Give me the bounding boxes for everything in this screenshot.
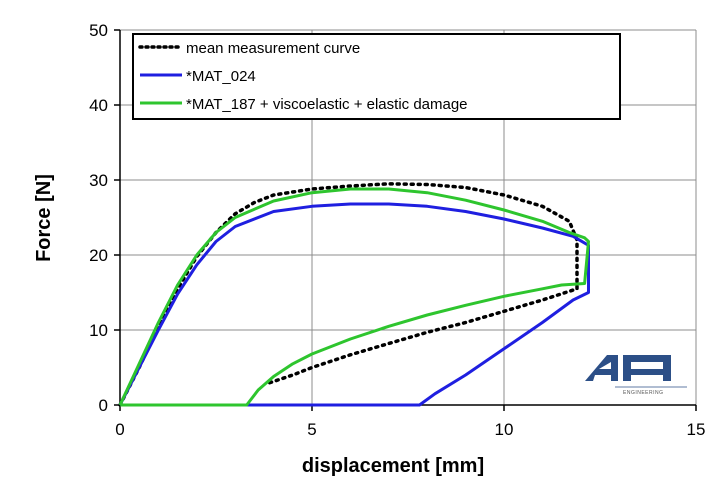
x-tick-label: 5 bbox=[307, 420, 316, 439]
y-tick-label: 30 bbox=[89, 171, 108, 190]
y-tick-label: 20 bbox=[89, 246, 108, 265]
y-tick-label: 50 bbox=[89, 21, 108, 40]
4a-engineering-logo: ENGINEERING bbox=[585, 355, 687, 396]
y-tick-label: 0 bbox=[99, 396, 108, 415]
x-axis-title: displacement [mm] bbox=[302, 455, 484, 477]
x-tick-label: 10 bbox=[495, 420, 514, 439]
legend: mean measurement curve *MAT_024 *MAT_187… bbox=[132, 33, 621, 120]
legend-label-measurement: mean measurement curve bbox=[186, 40, 360, 57]
x-tick-label: 15 bbox=[687, 420, 705, 439]
logo-subtitle: ENGINEERING bbox=[623, 390, 664, 396]
legend-box bbox=[132, 33, 621, 120]
legend-label-mat024: *MAT_024 bbox=[186, 68, 256, 85]
series-line-1 bbox=[118, 202, 590, 407]
logo-mark-a-cut bbox=[631, 362, 663, 369]
y-tick-label: 10 bbox=[89, 321, 108, 340]
logo-mark-4-cut bbox=[599, 362, 611, 369]
series-group bbox=[118, 182, 590, 407]
series-line-2 bbox=[118, 187, 590, 407]
y-axis-title: Force [N] bbox=[33, 174, 55, 262]
legend-label-mat187: *MAT_187 + viscoelastic + elastic damage bbox=[186, 96, 468, 113]
tick-labels: 0 10 20 30 40 50 0 5 10 15 bbox=[89, 21, 705, 439]
x-tick-label: 0 bbox=[115, 420, 124, 439]
y-tick-label: 40 bbox=[89, 96, 108, 115]
